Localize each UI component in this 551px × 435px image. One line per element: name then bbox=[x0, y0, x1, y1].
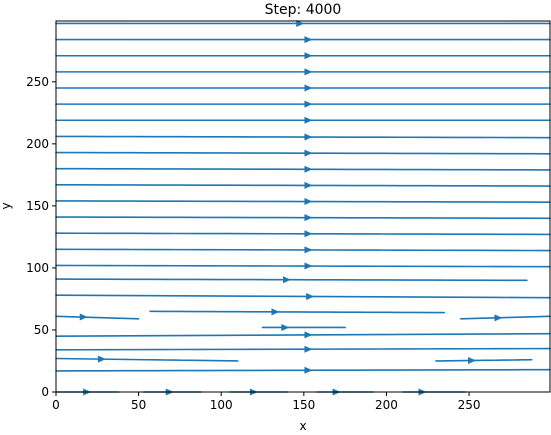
flow-arrow bbox=[304, 262, 313, 270]
streamline bbox=[55, 135, 551, 139]
flow-arrow bbox=[304, 100, 313, 108]
streamline bbox=[55, 200, 551, 203]
streamline bbox=[459, 315, 551, 320]
streamline bbox=[55, 248, 551, 252]
streamline bbox=[55, 216, 551, 220]
streamline bbox=[55, 264, 551, 268]
x-tick-label: 0 bbox=[52, 398, 60, 412]
flow-arrow bbox=[304, 36, 313, 44]
streamline bbox=[55, 232, 551, 236]
y-tick-label: 150 bbox=[26, 199, 49, 213]
flow-arrow bbox=[304, 84, 313, 92]
flow-arrow bbox=[79, 313, 88, 321]
x-axis-ticks: 0 50 100 150 200 250 bbox=[52, 392, 480, 412]
x-tick-label: 100 bbox=[210, 398, 233, 412]
flow-arrow bbox=[304, 165, 313, 173]
x-tick-label: 250 bbox=[458, 398, 481, 412]
flow-arrow bbox=[304, 68, 313, 76]
streamline bbox=[55, 151, 551, 155]
streamline bbox=[55, 294, 551, 299]
streamline bbox=[435, 358, 533, 362]
flow-arrow bbox=[281, 323, 290, 331]
y-tick-label: 0 bbox=[41, 385, 49, 399]
flow-arrow bbox=[304, 345, 313, 353]
streamline bbox=[55, 347, 551, 351]
streamline bbox=[55, 183, 551, 187]
streamline bbox=[55, 332, 551, 337]
y-axis-ticks: 0 50 100 150 200 250 bbox=[26, 75, 56, 399]
y-tick-label: 50 bbox=[34, 323, 49, 337]
streamline bbox=[55, 278, 528, 282]
flow-arrow bbox=[271, 308, 280, 316]
streamline bbox=[55, 167, 551, 171]
streamlines bbox=[55, 19, 551, 396]
chart-title: Step: 4000 bbox=[265, 2, 342, 18]
flow-arrow bbox=[283, 276, 291, 284]
flow-arrow bbox=[304, 181, 313, 189]
flow-arrow bbox=[304, 246, 313, 254]
flow-arrow bbox=[304, 149, 313, 157]
streamline bbox=[149, 310, 446, 314]
streamline bbox=[55, 357, 239, 362]
flow-arrow bbox=[97, 355, 106, 363]
y-tick-label: 100 bbox=[26, 261, 49, 275]
x-tick-label: 150 bbox=[292, 398, 315, 412]
flow-arrow bbox=[304, 331, 313, 339]
flow-arrow bbox=[304, 52, 313, 60]
plot-frame bbox=[55, 20, 551, 393]
y-axis-label: y bbox=[0, 202, 13, 209]
flow-arrow bbox=[306, 292, 315, 300]
x-axis-label: x bbox=[299, 419, 306, 433]
plot-area bbox=[55, 19, 551, 396]
x-tick-label: 200 bbox=[375, 398, 398, 412]
flow-arrow bbox=[468, 357, 477, 365]
y-tick-label: 250 bbox=[26, 75, 49, 89]
flow-arrow bbox=[304, 198, 313, 206]
flow-arrow bbox=[296, 19, 305, 27]
streamline bbox=[55, 315, 140, 320]
flow-arrow bbox=[304, 230, 313, 238]
flow-arrow bbox=[304, 366, 313, 374]
flow-arrow bbox=[304, 133, 313, 141]
x-tick-label: 50 bbox=[131, 398, 146, 412]
flow-arrow bbox=[494, 314, 503, 322]
flow-arrow bbox=[304, 214, 313, 222]
y-tick-label: 200 bbox=[26, 137, 49, 151]
flow-arrow bbox=[304, 116, 313, 124]
streamline bbox=[55, 368, 551, 372]
